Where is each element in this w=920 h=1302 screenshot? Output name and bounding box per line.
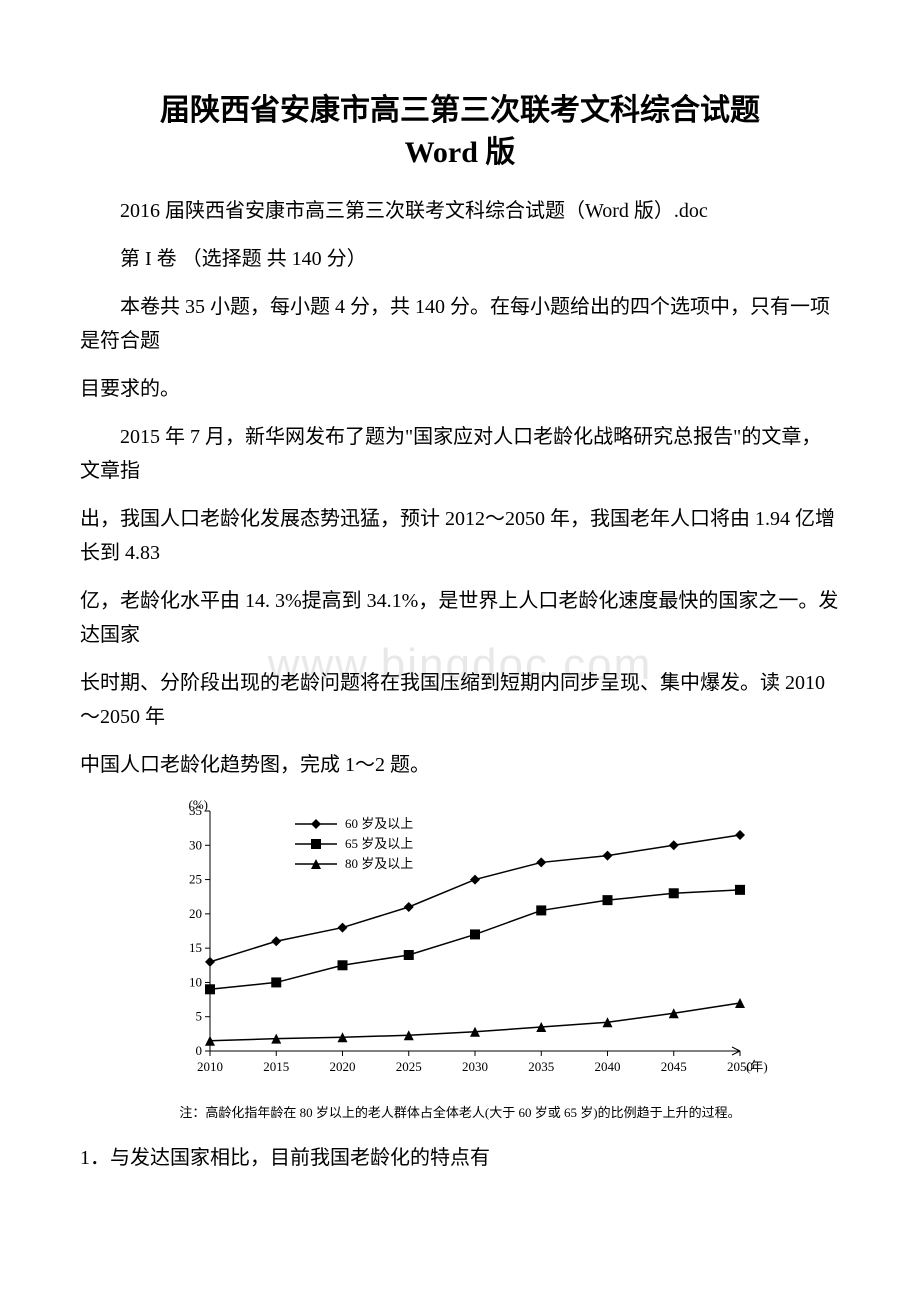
para-body-2: 出，我国人口老龄化发展态势迅猛，预计 2012～2050 年，我国老年人口将由 … xyxy=(80,502,840,570)
svg-text:25: 25 xyxy=(189,872,202,887)
para-section: 第 I 卷 （选择题 共 140 分） xyxy=(80,242,840,276)
title-line-2: Word 版 xyxy=(405,136,516,169)
svg-text:65 岁及以上: 65 岁及以上 xyxy=(345,836,413,851)
svg-text:5: 5 xyxy=(196,1009,203,1024)
svg-text:2020: 2020 xyxy=(330,1059,356,1074)
para-body-1: 2015 年 7 月，新华网发布了题为"国家应对人口老龄化战略研究总报告"的文章… xyxy=(80,420,840,488)
svg-text:2025: 2025 xyxy=(396,1059,422,1074)
svg-text:60 岁及以上: 60 岁及以上 xyxy=(345,816,413,831)
para-body-4: 长时期、分阶段出现的老龄问题将在我国压缩到短期内同步呈现、集中爆发。读 2010… xyxy=(80,666,840,734)
svg-text:2030: 2030 xyxy=(462,1059,488,1074)
chart-svg: 05101520253035(%)20102015202020252030203… xyxy=(150,796,770,1096)
svg-text:(年): (年) xyxy=(746,1059,768,1074)
question-1: 1．与发达国家相比，目前我国老龄化的特点有 xyxy=(80,1141,840,1175)
svg-text:80 岁及以上: 80 岁及以上 xyxy=(345,856,413,871)
aging-trend-chart: 05101520253035(%)20102015202020252030203… xyxy=(150,796,770,1096)
doc-title: 届陕西省安康市高三第三次联考文科综合试题 Word 版 xyxy=(80,90,840,174)
title-line-1: 届陕西省安康市高三第三次联考文科综合试题 xyxy=(160,94,760,127)
svg-text:2040: 2040 xyxy=(595,1059,621,1074)
para-body-5: 中国人口老龄化趋势图，完成 1～2 题。 xyxy=(80,748,840,782)
svg-text:(%): (%) xyxy=(189,797,209,812)
svg-text:0: 0 xyxy=(196,1043,203,1058)
para-instr-1: 本卷共 35 小题，每小题 4 分，共 140 分。在每小题给出的四个选项中，只… xyxy=(80,290,840,358)
svg-text:10: 10 xyxy=(189,974,202,989)
para-instr-2: 目要求的。 xyxy=(80,372,840,406)
svg-text:20: 20 xyxy=(189,906,202,921)
svg-text:2015: 2015 xyxy=(263,1059,289,1074)
svg-text:2035: 2035 xyxy=(528,1059,554,1074)
svg-text:30: 30 xyxy=(189,837,202,852)
chart-note: 注：高龄化指年龄在 80 岁以上的老人群体占全体老人(大于 60 岁或 65 岁… xyxy=(80,1102,840,1121)
svg-text:2010: 2010 xyxy=(197,1059,223,1074)
document-body: 届陕西省安康市高三第三次联考文科综合试题 Word 版 2016 届陕西省安康市… xyxy=(80,90,840,1175)
para-filename: 2016 届陕西省安康市高三第三次联考文科综合试题（Word 版）.doc xyxy=(80,194,840,228)
svg-text:2045: 2045 xyxy=(661,1059,687,1074)
svg-text:15: 15 xyxy=(189,940,202,955)
para-body-3: 亿，老龄化水平由 14. 3%提高到 34.1%，是世界上人口老龄化速度最快的国… xyxy=(80,584,840,652)
